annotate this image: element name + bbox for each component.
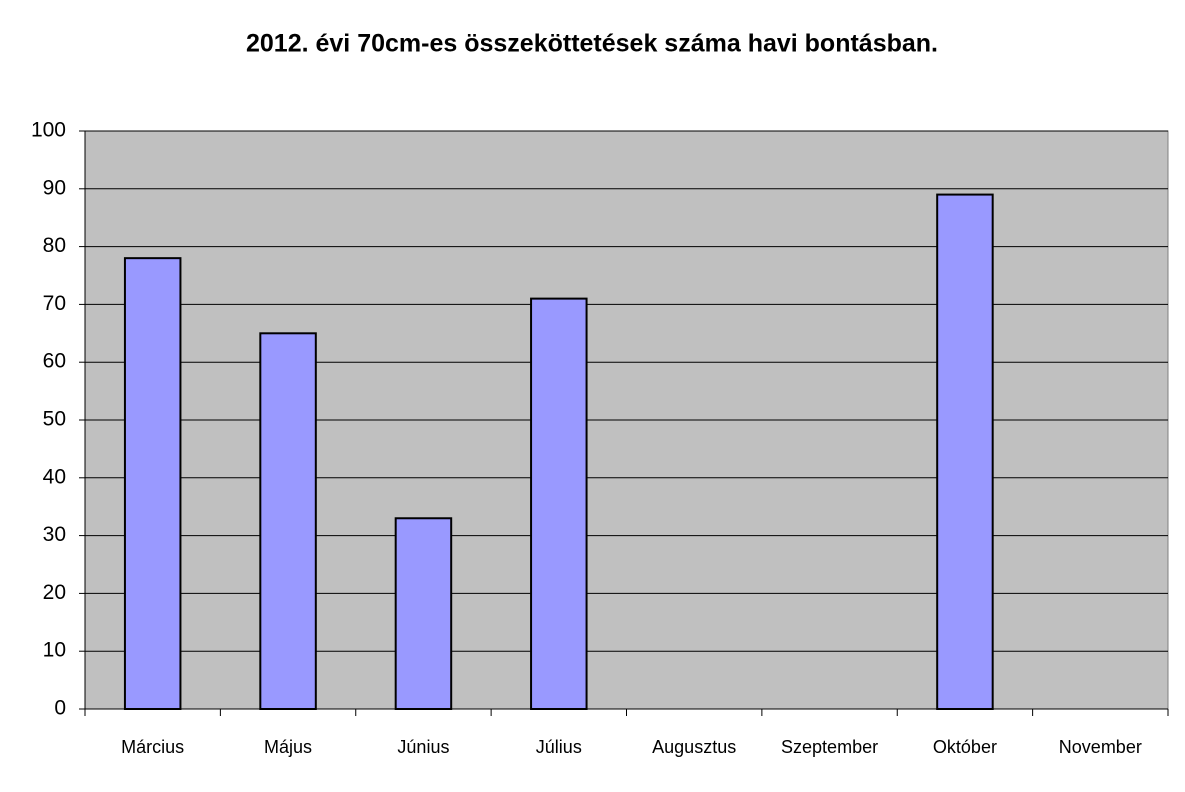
y-tick-label: 80: [43, 234, 66, 257]
x-tick-label: Május: [264, 737, 312, 757]
x-tick-label: November: [1059, 737, 1142, 757]
y-tick-label: 90: [43, 176, 66, 199]
x-tick-label: Június: [397, 737, 449, 757]
x-tick-label: Szeptember: [781, 737, 878, 757]
x-tick-label: Március: [121, 737, 184, 757]
x-tick-label: Augusztus: [652, 737, 736, 757]
bar: [530, 297, 588, 710]
y-tick-label: 60: [43, 350, 66, 373]
y-tick-label: 20: [43, 581, 66, 604]
y-tick-label: 50: [43, 408, 66, 431]
bar: [123, 257, 182, 710]
x-tick-label: Október: [933, 737, 997, 757]
y-tick-label: 30: [43, 523, 66, 546]
chart-title: 2012. évi 70cm-es összeköttetések száma …: [246, 30, 938, 58]
bar: [394, 517, 453, 711]
bar: [259, 332, 317, 710]
y-tick-label: 0: [54, 697, 66, 720]
y-tick-label: 10: [43, 639, 66, 662]
y-tick-label: 70: [43, 292, 66, 315]
y-tick-label: 100: [31, 119, 66, 142]
y-tick-label: 40: [43, 465, 66, 488]
x-tick-label: Július: [536, 737, 582, 757]
bar: [936, 193, 994, 710]
